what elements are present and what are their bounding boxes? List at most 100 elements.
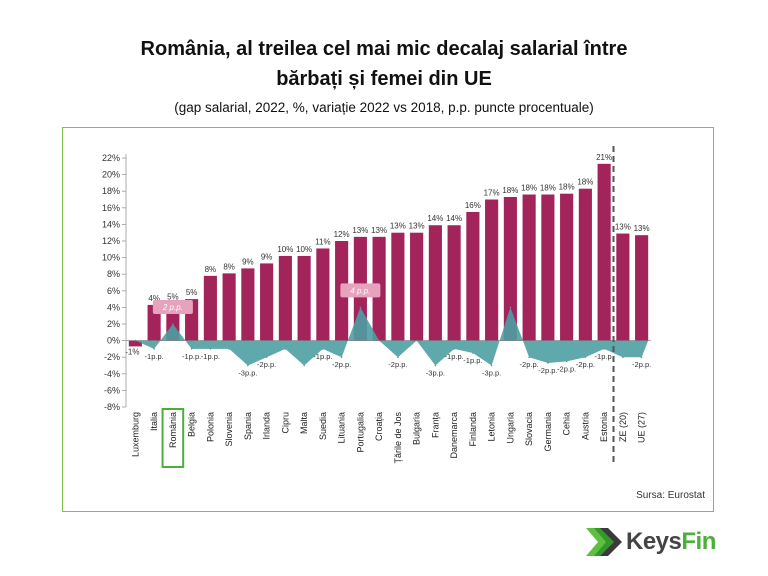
bar	[447, 225, 461, 341]
category-label: Bulgaria	[412, 412, 422, 445]
logo-mark-icon	[586, 528, 622, 556]
change-point	[547, 362, 549, 364]
change-point	[265, 356, 268, 358]
change-value-label: -1p.p.	[145, 352, 164, 361]
change-point	[490, 364, 493, 367]
bar-value-label: 12%	[334, 230, 350, 239]
change-point	[397, 356, 399, 358]
bar-value-label: 10%	[296, 245, 312, 254]
bar	[503, 197, 517, 341]
change-value-label: -1p.p.	[595, 352, 614, 361]
change-point	[153, 348, 155, 350]
bar-value-label: 8%	[205, 265, 217, 274]
change-point	[340, 356, 343, 358]
change-point	[640, 356, 643, 358]
category-label: Portugalia	[355, 412, 365, 453]
category-label: Finlanda	[468, 412, 478, 447]
category-label: Estonia	[599, 412, 609, 442]
change-value-label: -2p.p.	[257, 360, 276, 369]
bar-value-label: 21%	[596, 153, 612, 162]
highlight-box	[161, 408, 185, 468]
category-label: Irlanda	[262, 412, 272, 440]
category-label: Italia	[149, 412, 159, 431]
category-label: Belgia	[187, 412, 197, 437]
category-label: Franța	[430, 412, 440, 438]
chart-frame: -8% -6% -4% -2% 0% 2% 4% 6% 8% 10% 12% 14% 16% 18% 20%…	[62, 127, 714, 512]
source-note: Sursa: Eurostat	[636, 490, 705, 501]
change-value-label: -3p.p.	[238, 369, 257, 378]
bar-value-label: 5%	[167, 292, 179, 301]
change-point	[509, 306, 512, 309]
change-point	[453, 348, 455, 350]
y-tick-label: 12%	[102, 236, 120, 246]
category-label: Spania	[243, 412, 253, 440]
bar	[203, 275, 217, 341]
category-label: Polonia	[205, 412, 215, 442]
change-point	[172, 323, 174, 325]
y-tick-label: -4%	[104, 369, 120, 379]
bar	[597, 163, 611, 341]
bar	[241, 268, 255, 341]
change-point	[622, 356, 624, 358]
bar-value-label: 14%	[446, 214, 462, 223]
change-point	[247, 364, 249, 367]
bar-value-label: 13%	[352, 226, 368, 235]
change-point	[528, 356, 530, 358]
category-label: Slovenia	[224, 412, 234, 447]
category-label: Suedia	[318, 412, 328, 440]
chart-title-line-1: România, al treilea cel mai mic decalaj …	[140, 38, 628, 60]
category-label: Austria	[580, 412, 590, 440]
change-value-label: -3p.p.	[482, 369, 501, 378]
bar	[128, 340, 142, 347]
change-value-label: -2p.p.	[576, 360, 595, 369]
category-label: România	[168, 412, 178, 448]
category-label: Letonia	[487, 412, 497, 442]
change-point	[228, 348, 230, 350]
y-tick-label: -8%	[104, 402, 120, 412]
category-label: Cehia	[562, 412, 572, 436]
change-point	[209, 348, 212, 350]
bar-value-label: 18%	[521, 184, 537, 193]
category-label: Lituania	[337, 412, 347, 444]
change-value-label: -1p.p.	[445, 352, 464, 361]
bar	[485, 199, 499, 341]
bar-value-label: 11%	[315, 237, 330, 246]
chart-title-line-2: bărbați și femei din UE	[276, 68, 492, 90]
change-value-label: -2p.p.	[632, 360, 651, 369]
brand-logo: KeysFin	[584, 522, 744, 562]
change-point	[284, 348, 287, 350]
bar-value-label: 5%	[186, 288, 198, 297]
change-value-label: -1p.p.	[182, 352, 201, 361]
bar-value-label: 8%	[223, 262, 235, 271]
brand-name-part-2: Fin	[681, 528, 716, 555]
category-label: Danemarca	[449, 412, 459, 459]
bar-value-label: 13%	[371, 226, 387, 235]
change-point	[565, 360, 568, 363]
y-tick-label: 14%	[102, 219, 120, 229]
bar-value-label: 10%	[277, 245, 293, 254]
chart-subtitle: (gap salarial, 2022, %, variație 2022 vs…	[174, 100, 594, 115]
bar-value-label: 4%	[148, 294, 160, 303]
category-label: Țările de Jos	[393, 412, 403, 464]
change-value-label: -1p.p.	[313, 352, 332, 361]
bar-value-label: 17%	[484, 189, 500, 198]
bar-value-label: 14%	[427, 214, 443, 223]
bar-value-label: 13%	[634, 224, 650, 233]
bar	[578, 188, 592, 341]
bar	[222, 273, 236, 341]
bar	[428, 225, 442, 341]
bar-value-label: 13%	[390, 222, 406, 231]
bar-value-label: -1%	[125, 348, 139, 357]
bar	[391, 232, 405, 341]
bar	[278, 255, 292, 341]
bar	[316, 248, 330, 341]
brand-name-part-1: Keys	[626, 528, 682, 555]
category-label: Germania	[543, 412, 553, 452]
bar	[541, 194, 555, 341]
y-tick-label: -2%	[104, 352, 120, 362]
change-value-label: -1p.p.	[201, 352, 220, 361]
category-label: UE (27)	[637, 412, 647, 443]
bar-value-label: 18%	[502, 186, 518, 195]
y-tick-label: 20%	[102, 170, 120, 180]
change-value-label: -2p.p.	[332, 360, 351, 369]
